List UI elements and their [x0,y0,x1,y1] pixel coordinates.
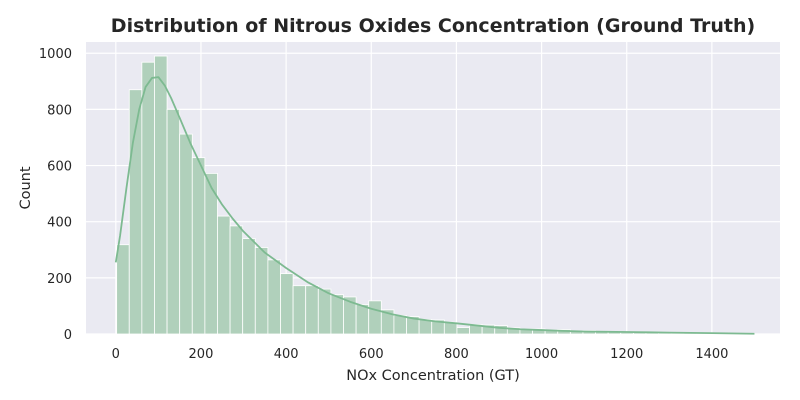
histogram-bar [317,288,332,335]
x-tick-label: 800 [444,347,469,362]
y-tick-label: 600 [47,160,72,175]
histogram-bar [179,133,193,335]
histogram-bar [267,259,281,335]
y-tick-label: 800 [47,103,72,118]
histogram-bar [368,300,382,335]
tick-labels: 0 200 400 600 800 1000 1200 1400 0 200 400 600 800 10… [39,47,729,362]
y-tick-label: 0 [64,328,72,343]
y-tick-label: 1000 [39,47,72,62]
histogram-bar [305,285,319,335]
x-tick-label: 400 [274,347,299,362]
x-tick-label: 0 [112,347,120,362]
x-axis-label: NOx Concentration (GT) [346,368,520,384]
histogram-bar [242,238,256,335]
y-tick-label: 400 [47,216,72,231]
histogram-bar [393,315,407,335]
histogram-bar [229,225,244,335]
histogram-bar [292,285,307,335]
histogram-bar [355,304,370,335]
histogram-bar [116,244,130,335]
histogram-bar [166,108,181,335]
histogram-bar [254,247,269,335]
histogram-bar [280,273,294,335]
histogram-bar [154,55,168,335]
histogram-bar [191,157,206,335]
x-tick-label: 200 [189,347,214,362]
histogram-bar [418,318,433,335]
histogram-bar [217,215,231,335]
x-tick-label: 1200 [610,347,643,362]
histogram-bar [141,61,155,335]
histogram-bar [204,172,218,335]
x-tick-label: 600 [359,347,384,362]
x-tick-label: 1400 [695,347,728,362]
y-tick-label: 200 [47,272,72,287]
x-tick-label: 1000 [525,347,558,362]
histogram-bar [456,327,470,335]
kde-line [114,76,755,335]
chart-title: Distribution of Nitrous Oxides Concentra… [111,15,755,37]
y-axis-label: Count [18,166,34,209]
bars [116,55,748,335]
histogram-bar [330,294,344,335]
